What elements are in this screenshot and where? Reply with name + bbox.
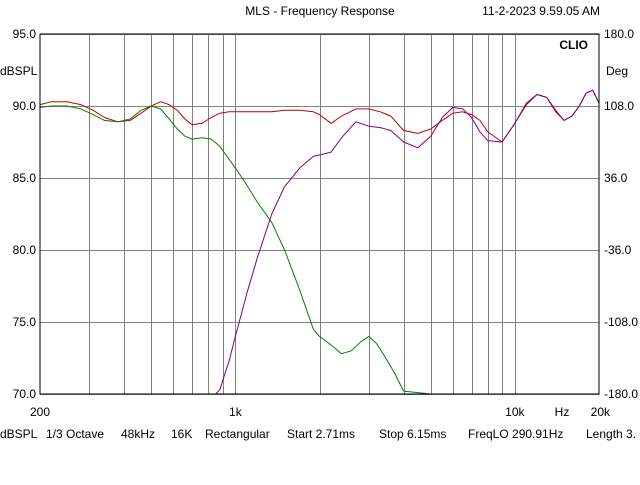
axis-labels: 70.0 -180.0 75.0 -108.0 80.0 -36.0 85.0 36.0 90.…: [13, 27, 639, 419]
footer-unit: dBSPL: [0, 427, 38, 441]
y-tick-label-left: 95.0: [13, 27, 37, 41]
footer-smoothing: 1/3 Octave: [46, 427, 105, 441]
series-curve-3: [40, 89, 600, 395]
grid-lines: [40, 34, 599, 395]
x-tick-label: 1k: [229, 405, 243, 419]
y-tick-label-right: 108.0: [604, 99, 634, 113]
x-tick-label: 10k: [505, 405, 525, 419]
plot-frame: [39, 33, 600, 395]
footer-start: Start 2.71ms: [287, 427, 356, 441]
footer-window: Rectangular: [205, 427, 270, 441]
y-tick-label-left: 90.0: [13, 99, 37, 113]
measurement-settings-bar: dBSPL 1/3 Octave 48kHz 16K Rectangular S…: [0, 426, 640, 442]
y-tick-label-left: 80.0: [13, 243, 37, 257]
x-tick-label: 20k: [591, 405, 611, 419]
brand-logo: CLIO: [559, 38, 588, 52]
y-tick-label-left: 70.0: [13, 387, 37, 401]
y-tick-label-right: -180.0: [604, 387, 638, 401]
x-tick-label: 200: [30, 405, 50, 419]
series-curves: [39, 89, 600, 395]
footer-stop: Stop 6.15ms: [379, 427, 447, 441]
y-tick-label-right: 180.0: [604, 27, 634, 41]
y-axis-right-unit: Deg: [606, 64, 628, 78]
x-axis-unit: Hz: [555, 405, 570, 419]
timestamp: 11-2-2023 9.59.05 AM: [482, 4, 600, 18]
footer-freq-lo: FreqLO 290.91Hz: [468, 427, 564, 441]
footer-sample-rate: 48kHz: [121, 427, 156, 441]
footer-length: Length 3.: [586, 427, 637, 441]
series-curve-2: [39, 105, 599, 395]
y-tick-label-right: -108.0: [604, 315, 638, 329]
y-tick-label-right: -36.0: [604, 243, 632, 257]
y-tick-label-left: 85.0: [13, 171, 37, 185]
footer-fft-size: 16K: [171, 427, 193, 441]
chart-title: MLS - Frequency Response: [245, 4, 395, 18]
y-axis-left-unit: dBSPL: [0, 64, 38, 78]
y-tick-label-right: 36.0: [604, 171, 628, 185]
y-tick-label-left: 75.0: [13, 315, 37, 329]
